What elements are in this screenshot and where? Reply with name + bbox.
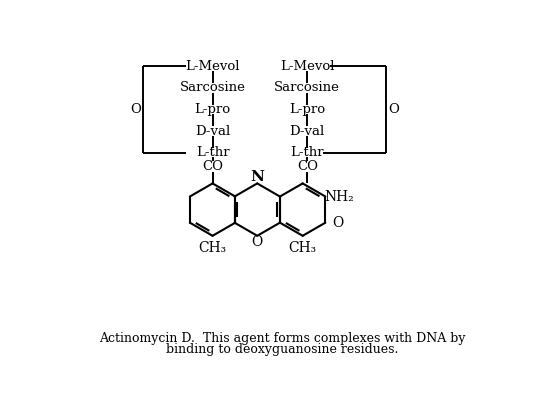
- Text: binding to deoxyguanosine residues.: binding to deoxyguanosine residues.: [166, 343, 398, 356]
- Text: L-Mevol: L-Mevol: [280, 60, 334, 73]
- Text: D-val: D-val: [195, 124, 230, 138]
- Text: D-val: D-val: [290, 124, 325, 138]
- Text: L-pro: L-pro: [289, 103, 326, 116]
- Text: N: N: [250, 170, 264, 184]
- Text: L-pro: L-pro: [195, 103, 230, 116]
- Text: CO: CO: [297, 160, 318, 173]
- Text: CH₃: CH₃: [199, 241, 227, 255]
- Text: CO: CO: [202, 160, 223, 173]
- Text: O: O: [332, 216, 343, 230]
- Text: O: O: [388, 103, 399, 116]
- Text: Actinomycin D.  This agent forms complexes with DNA by: Actinomycin D. This agent forms complexe…: [98, 332, 465, 345]
- Text: O: O: [130, 103, 141, 116]
- Text: L-Mevol: L-Mevol: [185, 60, 240, 73]
- Text: CH₃: CH₃: [289, 241, 317, 255]
- Text: O: O: [251, 235, 263, 249]
- Text: L-thr: L-thr: [290, 146, 324, 159]
- Text: NH₂: NH₂: [324, 190, 354, 204]
- Text: Sarcosine: Sarcosine: [274, 82, 340, 94]
- Text: L-thr: L-thr: [196, 146, 229, 159]
- Text: Sarcosine: Sarcosine: [180, 82, 245, 94]
